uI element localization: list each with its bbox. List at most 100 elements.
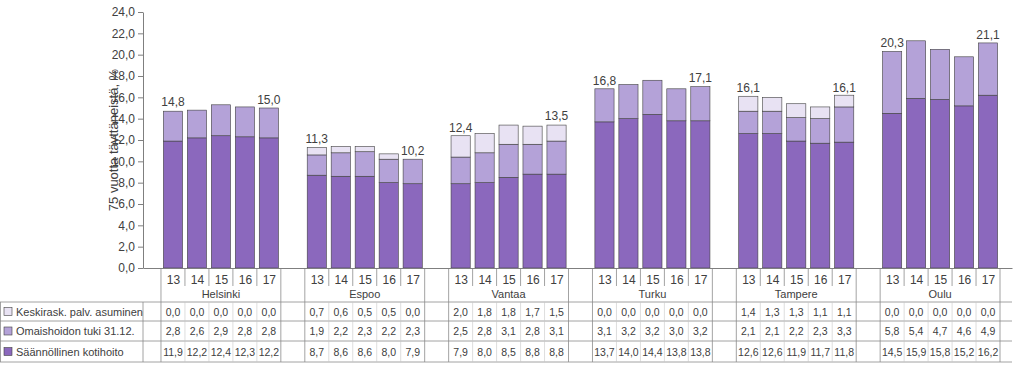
y-tick: 8,0	[118, 176, 143, 190]
bar-segment	[523, 126, 542, 144]
table-line	[928, 268, 929, 286]
bar-segment	[403, 184, 422, 268]
table-value: 2,6	[190, 325, 205, 337]
table-value: 1,4	[741, 306, 756, 318]
table-value: 2,5	[453, 325, 468, 337]
table-value: 0,0	[645, 306, 660, 318]
table-value: 8,0	[381, 346, 396, 358]
table-value: 2,1	[765, 325, 780, 337]
bar-segment	[475, 153, 494, 183]
x-tick-label: 16	[383, 273, 397, 287]
table-value: 0,5	[357, 306, 372, 318]
table-value: 2,9	[214, 325, 229, 337]
table-line	[304, 268, 305, 362]
table-value: 8,0	[477, 346, 492, 358]
table-value: 2,8	[525, 325, 540, 337]
table-value: 0,5	[381, 306, 396, 318]
table-value: 12,2	[259, 346, 280, 358]
x-tick: 13	[742, 268, 756, 287]
table-line	[424, 268, 425, 362]
table-value: 1,1	[837, 306, 852, 318]
table-line	[736, 268, 737, 362]
x-tick: 16	[383, 268, 397, 287]
table-value: 0,0	[981, 306, 996, 318]
table-value: 1,8	[501, 306, 516, 318]
table-line	[0, 362, 1012, 363]
x-tick-label: 14	[766, 273, 780, 287]
y-tick-mark	[138, 119, 143, 120]
table-line	[256, 268, 257, 286]
table-value: 14,4	[642, 346, 663, 358]
bar-segment	[691, 86, 710, 87]
x-tick: 16	[239, 268, 253, 287]
table-line	[592, 268, 593, 362]
group-label: Oulu	[928, 288, 951, 300]
series-bars	[307, 95, 854, 159]
table-line	[208, 268, 209, 286]
table-value: 4,7	[933, 325, 948, 337]
x-tick: 14	[478, 268, 492, 287]
x-tick-label: 16	[526, 273, 540, 287]
group-label: Helsinki	[202, 288, 241, 300]
x-tick: 14	[622, 268, 636, 287]
table-line	[0, 321, 1012, 322]
table-value: 0,0	[405, 306, 420, 318]
total-label: 10,2	[401, 144, 425, 158]
y-axis-line	[143, 13, 144, 269]
bar-segment	[907, 98, 926, 268]
table-value: 2,8	[262, 325, 277, 337]
table-value: 11,9	[163, 346, 183, 358]
y-tick-label: 20,0	[112, 48, 136, 62]
bar-segment	[211, 104, 230, 105]
x-tick: 14	[335, 268, 349, 287]
x-tick-label: 15	[646, 273, 660, 287]
bar-segment	[451, 157, 470, 184]
bar-segment	[811, 143, 830, 268]
x-tick-label: 15	[934, 273, 948, 287]
bar-segment	[811, 107, 830, 119]
table-line	[520, 268, 521, 286]
bar-segment	[355, 146, 374, 151]
table-value: 0,0	[262, 306, 277, 318]
x-tick: 17	[694, 268, 708, 287]
y-tick-mark	[138, 225, 143, 226]
bar-segment	[619, 119, 638, 268]
table-value: 14,5	[882, 346, 903, 358]
bar-segment	[547, 141, 566, 174]
bar-segment	[451, 136, 470, 157]
table-value: 5,8	[885, 325, 900, 337]
table-value: 0,0	[669, 306, 684, 318]
total-label: 20,3	[880, 36, 904, 50]
table-line	[976, 302, 977, 362]
bar-segment	[331, 176, 350, 268]
y-tick-mark	[138, 247, 143, 248]
bar-segment	[787, 104, 806, 118]
x-tick-label: 17	[407, 273, 421, 287]
y-tick-mark	[138, 55, 143, 56]
x-tick: 15	[934, 268, 948, 287]
y-tick: 20,0	[112, 48, 143, 62]
table-line	[448, 268, 449, 362]
bar-segment	[787, 118, 806, 141]
table-value: 3,1	[597, 325, 612, 337]
table-value: 8,5	[501, 346, 516, 358]
bar-segment	[667, 88, 686, 89]
table-line	[568, 268, 569, 362]
table-line	[376, 268, 377, 286]
x-tick-label: 15	[215, 273, 229, 287]
x-tick-label: 14	[910, 273, 924, 287]
bar-segment	[667, 121, 686, 268]
table-line	[0, 302, 1012, 303]
table-value: 7,9	[453, 346, 468, 358]
bar-segment	[739, 111, 758, 133]
x-tick: 15	[359, 268, 373, 287]
y-tick-mark	[138, 76, 143, 77]
table-value: 3,2	[693, 325, 708, 337]
y-tick-mark	[138, 183, 143, 184]
bar-segment	[379, 183, 398, 268]
bar-segment	[163, 111, 182, 141]
table-value: 1,3	[789, 306, 804, 318]
y-tick-label: 24,0	[112, 5, 136, 19]
table-line	[472, 302, 473, 362]
x-tick: 14	[766, 268, 780, 287]
